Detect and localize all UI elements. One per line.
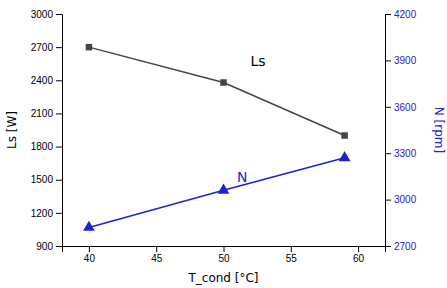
tick-mark (56, 113, 62, 114)
tick-mark (291, 246, 292, 252)
tick: 45 (151, 246, 163, 264)
y2-axis-title: N [rpm] (432, 107, 446, 153)
tick-label: 3000 (394, 194, 417, 205)
tick-label: 60 (353, 253, 365, 264)
tick-label: 2700 (394, 241, 417, 252)
annotation: N (237, 169, 247, 185)
plot: 40 45 50 55 60 900 1200 1500 1800 2100 2400 2700 300… (31, 9, 417, 264)
chart: 40 45 50 55 60 900 1200 1500 1800 2100 2400 2700 300… (0, 0, 447, 288)
axis-domain (63, 247, 386, 253)
tick: 55 (286, 246, 298, 264)
annotation: Ls (250, 53, 265, 69)
series-group (83, 44, 350, 231)
series-marker (86, 44, 92, 50)
tick-mark (385, 107, 391, 108)
tick-label: 4200 (394, 9, 417, 20)
x-axis: 40 45 50 55 60 (63, 246, 386, 264)
tick-label: 3000 (31, 9, 54, 20)
series-marker (339, 151, 351, 161)
tick-label: 2400 (31, 75, 54, 86)
tick-mark (56, 213, 62, 214)
tick-mark (56, 47, 62, 48)
y2-axis: 2700 3000 3300 3600 3900 4200 (385, 9, 417, 252)
tick: 2700 (31, 42, 62, 53)
tick: 2100 (31, 108, 62, 119)
tick-mark (89, 246, 90, 252)
tick: 4200 (385, 9, 417, 20)
tick-label: 3300 (394, 148, 417, 159)
tick: 3000 (31, 9, 62, 20)
tick-label: 900 (36, 241, 53, 252)
tick-label: 55 (286, 253, 298, 264)
tick: 2700 (385, 241, 417, 252)
tick-label: 3900 (394, 55, 417, 66)
series-marker (218, 184, 230, 194)
tick-label: 1500 (31, 174, 54, 185)
tick-mark (156, 246, 157, 252)
tick: 1200 (31, 208, 62, 219)
tick: 3600 (385, 102, 417, 113)
tick: 40 (84, 246, 96, 264)
series-line (89, 47, 345, 135)
tick: 1800 (31, 141, 62, 152)
tick: 900 (36, 241, 62, 252)
axis-domain (56, 15, 63, 247)
tick-label: 2100 (31, 108, 54, 119)
tick-mark (385, 60, 391, 61)
tick: 3000 (385, 194, 417, 205)
tick-label: 50 (218, 253, 230, 264)
tick: 3900 (385, 55, 417, 66)
tick-mark (224, 246, 225, 252)
series-marker (220, 79, 226, 85)
y-axis: 900 1200 1500 1800 2100 2400 2700 3000 (31, 9, 63, 252)
tick: 50 (218, 246, 230, 264)
tick-label: 40 (84, 253, 96, 264)
tick-mark (385, 200, 391, 201)
series-line (89, 158, 345, 228)
tick: 1500 (31, 174, 62, 185)
axis-domain (386, 15, 392, 247)
tick-mark (385, 153, 391, 154)
tick-mark (358, 246, 359, 252)
series-marker (83, 221, 95, 231)
tick-mark (56, 80, 62, 81)
tick-mark (385, 246, 391, 247)
tick-label: 1200 (31, 208, 54, 219)
tick-label: 45 (151, 253, 163, 264)
tick-mark (56, 147, 62, 148)
y-axis-title: Ls [W] (5, 111, 19, 149)
tick-mark (56, 14, 62, 15)
tick: 3300 (385, 148, 417, 159)
x-axis-title: T_cond [°C] (187, 271, 258, 285)
tick-label: 2700 (31, 42, 54, 53)
series-marker (341, 132, 347, 138)
tick: 2400 (31, 75, 62, 86)
tick-mark (385, 14, 391, 15)
tick: 60 (353, 246, 365, 264)
tick-label: 3600 (394, 102, 417, 113)
tick-mark (56, 246, 62, 247)
tick-mark (56, 180, 62, 181)
tick-label: 1800 (31, 141, 54, 152)
